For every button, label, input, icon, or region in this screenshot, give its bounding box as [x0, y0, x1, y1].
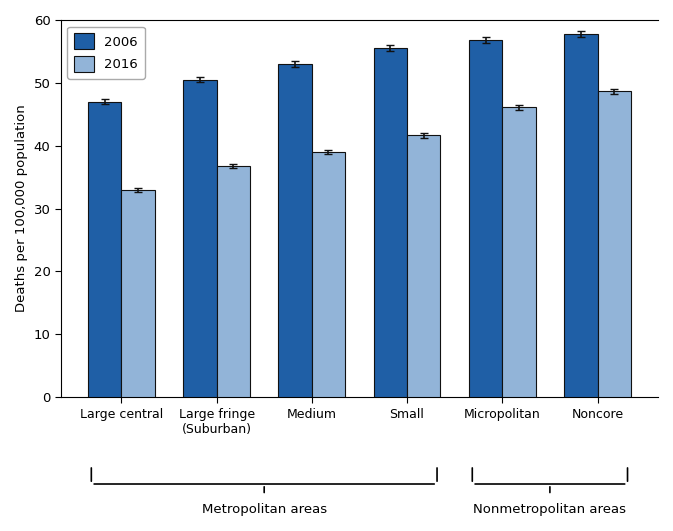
Text: Nonmetropolitan areas: Nonmetropolitan areas: [473, 503, 627, 516]
Bar: [183, 80, 217, 397]
Bar: [502, 107, 536, 397]
Bar: [374, 48, 407, 397]
Bar: [469, 40, 502, 397]
Bar: [279, 64, 312, 397]
Bar: [312, 152, 345, 397]
Bar: [407, 135, 440, 397]
Text: Metropolitan areas: Metropolitan areas: [202, 503, 327, 516]
Bar: [598, 91, 631, 397]
Bar: [217, 166, 250, 397]
Bar: [88, 102, 121, 397]
Legend: 2006, 2016: 2006, 2016: [67, 27, 145, 79]
Y-axis label: Deaths per 100,000 population: Deaths per 100,000 population: [15, 105, 28, 313]
Bar: [121, 190, 155, 397]
Bar: [564, 34, 598, 397]
